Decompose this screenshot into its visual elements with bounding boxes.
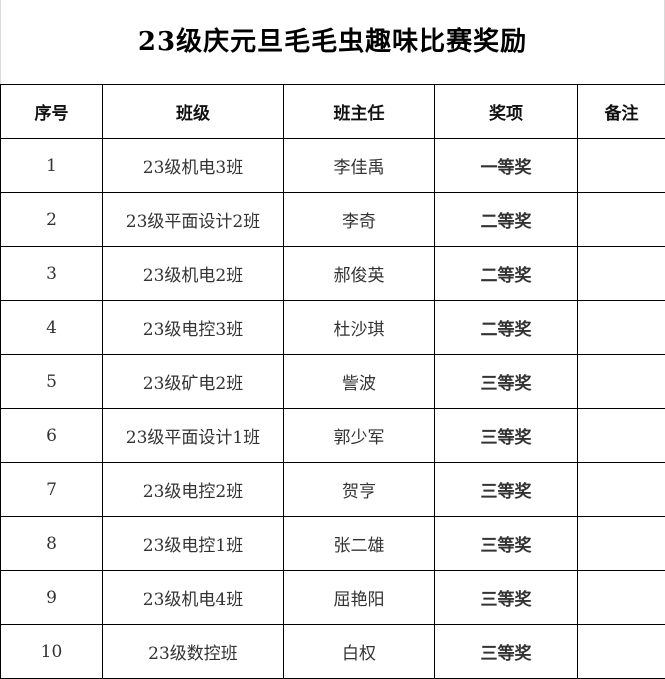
- header-index: 序号: [0, 84, 103, 139]
- cell-award: 二等奖: [434, 192, 578, 247]
- page-title: 23级庆元旦毛毛虫趣味比赛奖励: [0, 0, 665, 84]
- cell-class: 23级矿电2班: [102, 354, 284, 409]
- cell-remark: [577, 300, 665, 355]
- table-row: 10 23级数控班 白权 三等奖: [0, 624, 665, 679]
- cell-index: 1: [0, 138, 103, 193]
- table-row: 6 23级平面设计1班 郭少军 三等奖: [0, 408, 665, 463]
- cell-index: 10: [0, 624, 103, 679]
- table-row: 7 23级电控2班 贺亨 三等奖: [0, 462, 665, 517]
- cell-index: 9: [0, 570, 103, 625]
- cell-remark: [577, 462, 665, 517]
- cell-award: 三等奖: [434, 462, 578, 517]
- cell-teacher: 白权: [283, 624, 435, 679]
- cell-teacher: 杜沙琪: [283, 300, 435, 355]
- cell-award: 三等奖: [434, 408, 578, 463]
- cell-index: 2: [0, 192, 103, 247]
- header-teacher: 班主任: [283, 84, 435, 139]
- cell-class: 23级机电3班: [102, 138, 284, 193]
- cell-index: 4: [0, 300, 103, 355]
- cell-award: 三等奖: [434, 570, 578, 625]
- cell-remark: [577, 138, 665, 193]
- cell-teacher: 屈艳阳: [283, 570, 435, 625]
- cell-remark: [577, 192, 665, 247]
- cell-remark: [577, 624, 665, 679]
- table-row: 2 23级平面设计2班 李奇 二等奖: [0, 192, 665, 247]
- cell-award: 一等奖: [434, 138, 578, 193]
- header-row: 序号 班级 班主任 奖项 备注: [0, 84, 665, 139]
- cell-teacher: 訾波: [283, 354, 435, 409]
- header-class: 班级: [102, 84, 284, 139]
- award-table: 序号 班级 班主任 奖项 备注 1 23级机电3班 李佳禹 一等奖 2 23级平…: [0, 84, 665, 679]
- cell-class: 23级数控班: [102, 624, 284, 679]
- cell-award: 三等奖: [434, 354, 578, 409]
- table-row: 5 23级矿电2班 訾波 三等奖: [0, 354, 665, 409]
- cell-award: 二等奖: [434, 300, 578, 355]
- cell-remark: [577, 246, 665, 301]
- table-row: 4 23级电控3班 杜沙琪 二等奖: [0, 300, 665, 355]
- cell-award: 三等奖: [434, 624, 578, 679]
- cell-teacher: 郝俊英: [283, 246, 435, 301]
- cell-award: 三等奖: [434, 516, 578, 571]
- cell-remark: [577, 408, 665, 463]
- cell-teacher: 贺亨: [283, 462, 435, 517]
- cell-remark: [577, 516, 665, 571]
- table-row: 1 23级机电3班 李佳禹 一等奖: [0, 138, 665, 193]
- table-row: 3 23级机电2班 郝俊英 二等奖: [0, 246, 665, 301]
- cell-index: 3: [0, 246, 103, 301]
- cell-class: 23级电控1班: [102, 516, 284, 571]
- cell-teacher: 李佳禹: [283, 138, 435, 193]
- cell-award: 二等奖: [434, 246, 578, 301]
- table-row: 8 23级电控1班 张二雄 三等奖: [0, 516, 665, 571]
- header-remark: 备注: [577, 84, 665, 139]
- cell-index: 7: [0, 462, 103, 517]
- cell-teacher: 张二雄: [283, 516, 435, 571]
- cell-teacher: 郭少军: [283, 408, 435, 463]
- cell-teacher: 李奇: [283, 192, 435, 247]
- cell-index: 5: [0, 354, 103, 409]
- cell-remark: [577, 354, 665, 409]
- cell-class: 23级机电2班: [102, 246, 284, 301]
- table-row: 9 23级机电4班 屈艳阳 三等奖: [0, 570, 665, 625]
- cell-class: 23级电控3班: [102, 300, 284, 355]
- cell-class: 23级平面设计2班: [102, 192, 284, 247]
- cell-class: 23级机电4班: [102, 570, 284, 625]
- cell-class: 23级平面设计1班: [102, 408, 284, 463]
- cell-index: 8: [0, 516, 103, 571]
- cell-remark: [577, 570, 665, 625]
- cell-class: 23级电控2班: [102, 462, 284, 517]
- cell-index: 6: [0, 408, 103, 463]
- header-award: 奖项: [434, 84, 578, 139]
